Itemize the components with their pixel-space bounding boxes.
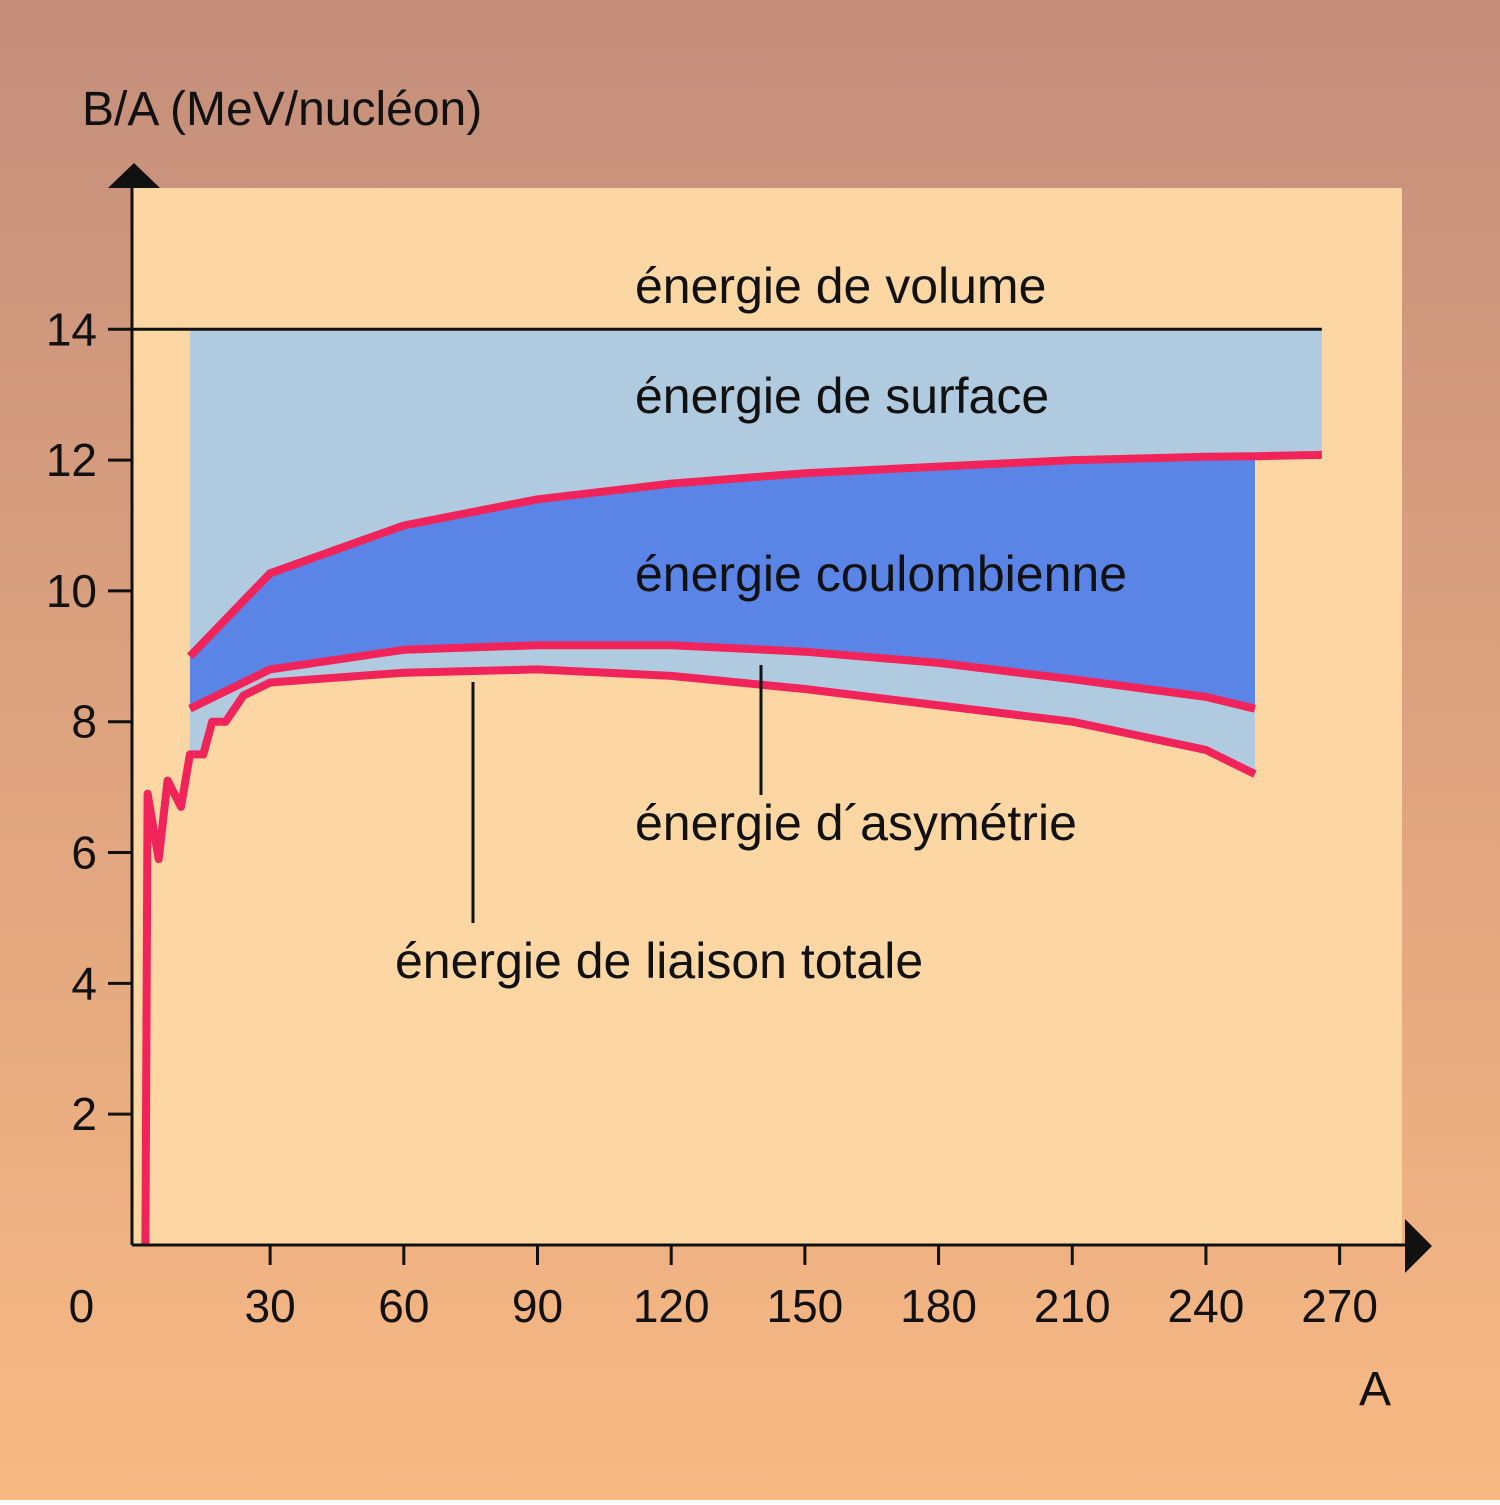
annotation: énergie coulombienne xyxy=(635,546,1127,602)
y-tick-label: 12 xyxy=(46,434,97,486)
x-tick-label: 60 xyxy=(378,1280,429,1332)
x-tick-label: 210 xyxy=(1034,1280,1111,1332)
x-tick-label: 30 xyxy=(245,1280,296,1332)
x-tick-label: 270 xyxy=(1301,1280,1378,1332)
series-line xyxy=(188,641,1256,713)
x-tick-label: 150 xyxy=(767,1280,844,1332)
x-tick-label: 180 xyxy=(900,1280,977,1332)
x-tick-label: 90 xyxy=(512,1280,563,1332)
y-axis-arrow xyxy=(108,163,160,188)
x-axis-arrow xyxy=(1405,1219,1432,1273)
series-line xyxy=(141,665,1257,1246)
y-tick-label: 8 xyxy=(71,696,97,748)
x-tick-label: 0 xyxy=(69,1280,95,1332)
x-tick-label: 240 xyxy=(1168,1280,1245,1332)
annotation: énergie de surface xyxy=(635,368,1049,424)
y-tick-label: 6 xyxy=(71,827,97,879)
y-tick-label: 2 xyxy=(71,1088,97,1140)
series-line xyxy=(187,450,1322,660)
annotation: énergie de liaison totale xyxy=(395,933,923,989)
ticks: 2 4 6 8 10 12 14 0 30 60 90 120 150 180 210 240 270 xyxy=(46,303,1378,1332)
x-tick-label: 120 xyxy=(633,1280,710,1332)
annotation: énergie d´asymétrie xyxy=(635,795,1077,851)
y-tick-label: 4 xyxy=(71,957,97,1009)
y-tick-label: 14 xyxy=(46,303,97,355)
annotation: énergie de volume xyxy=(635,258,1046,314)
y-axis-label: B/A (MeV/nucléon) xyxy=(82,83,482,136)
y-tick-label: 10 xyxy=(46,565,97,617)
x-axis-label: A xyxy=(1359,1363,1391,1416)
lines xyxy=(132,327,1322,1246)
